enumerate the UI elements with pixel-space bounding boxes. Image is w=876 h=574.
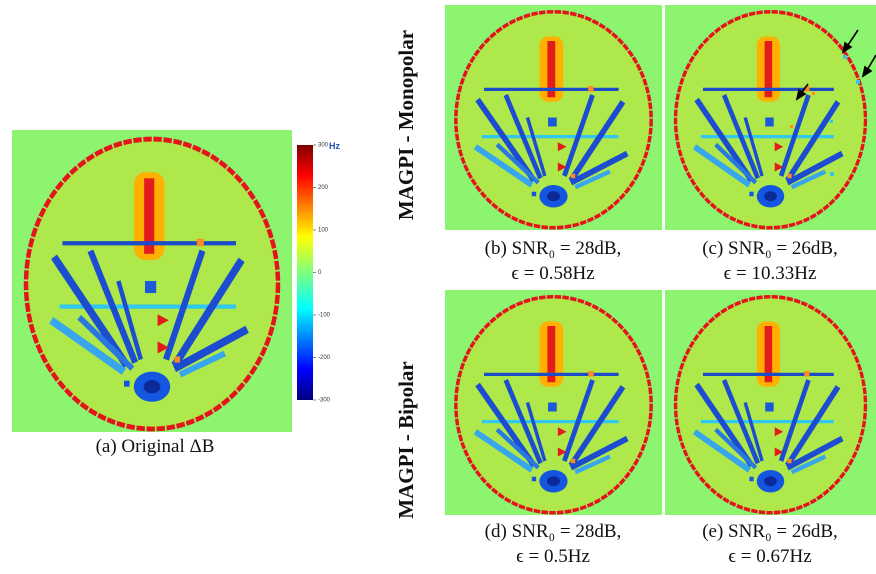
caption: (e) SNR₀ = 26dB, — [702, 521, 838, 542]
image-original — [12, 130, 292, 432]
caption: (b) SNR₀ = 28dB, — [485, 238, 622, 259]
caption: (c) SNR₀ = 26dB, — [702, 238, 838, 259]
caption: ϵ = 0.67Hz — [728, 546, 811, 567]
caption: ϵ = 0.5Hz — [516, 546, 590, 567]
tick-label: 100 — [318, 228, 329, 234]
tick-label: 200 — [318, 185, 329, 191]
page: (a) Original ΔB Hz 300 200 100 0 -100 -200 -30… — [0, 0, 876, 574]
tick-label: 300 — [318, 143, 329, 149]
tick-label: 0 — [318, 270, 322, 276]
tick-label: -200 — [318, 355, 331, 361]
caption: ϵ = 10.33Hz — [724, 263, 817, 284]
colorbar-unit: Hz — [329, 141, 340, 151]
image-panel — [665, 5, 876, 230]
colorbar — [297, 145, 313, 400]
image-panel — [445, 290, 662, 515]
image-panel — [445, 5, 662, 230]
figure: (a) Original ΔB Hz 300 200 100 0 -100 -200 -30… — [0, 0, 876, 574]
colorbar-ticks: 300 200 100 0 -100 -200 -300 — [313, 143, 331, 404]
image-panel — [665, 290, 876, 515]
row-label: MAGPI - Bipolar — [394, 361, 418, 519]
caption: (a) Original ΔB — [96, 436, 215, 457]
caption: (d) SNR₀ = 28dB, — [485, 521, 622, 542]
caption: ϵ = 0.58Hz — [511, 263, 594, 284]
tick-label: -100 — [318, 313, 331, 319]
row-label: MAGPI - Monopolar — [394, 30, 418, 220]
tick-label: -300 — [318, 398, 331, 404]
